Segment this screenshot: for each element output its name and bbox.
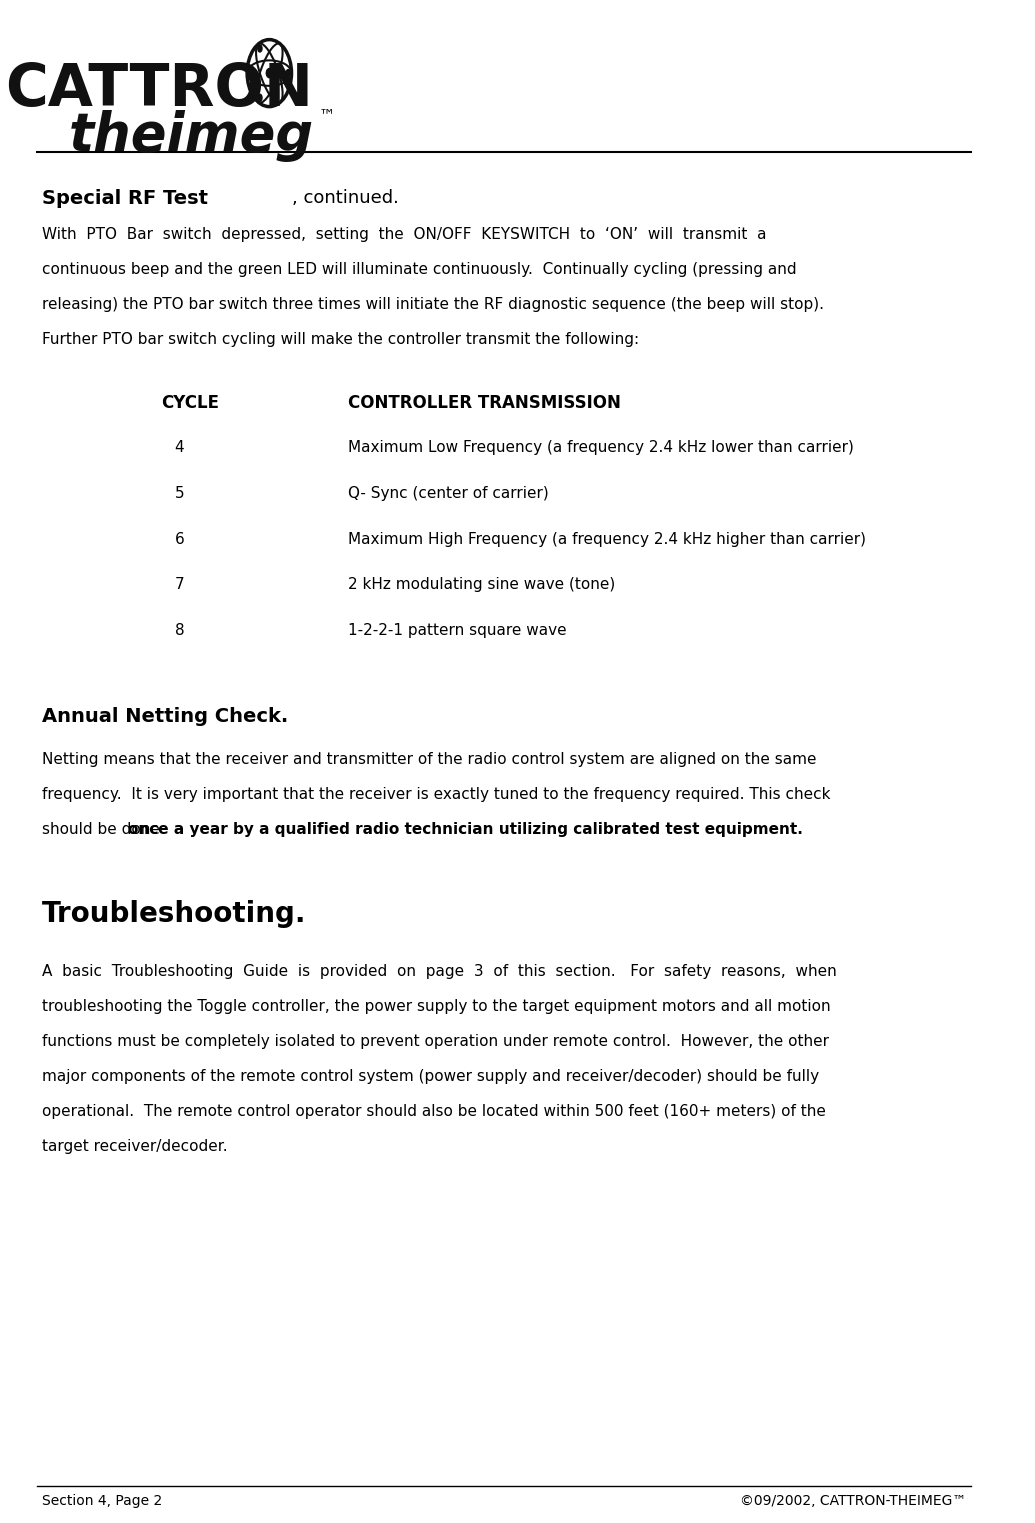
- Text: Troubleshooting.: Troubleshooting.: [42, 900, 306, 928]
- Text: 5: 5: [175, 486, 184, 501]
- Text: Maximum High Frequency (a frequency 2.4 kHz higher than carrier): Maximum High Frequency (a frequency 2.4 …: [348, 532, 866, 547]
- Text: CONTROLLER TRANSMISSION: CONTROLLER TRANSMISSION: [348, 394, 621, 413]
- Text: 8: 8: [175, 623, 184, 638]
- Text: Q- Sync (center of carrier): Q- Sync (center of carrier): [348, 486, 549, 501]
- Text: Annual Netting Check.: Annual Netting Check.: [42, 707, 289, 725]
- Text: 4: 4: [175, 440, 184, 455]
- Text: once a year by a qualified radio technician utilizing calibrated test equipment.: once a year by a qualified radio technic…: [128, 822, 803, 838]
- Text: target receiver/decoder.: target receiver/decoder.: [42, 1139, 228, 1154]
- Text: Special RF Test: Special RF Test: [42, 189, 208, 207]
- Text: theimeg: theimeg: [68, 110, 314, 161]
- Text: functions must be completely isolated to prevent operation under remote control.: functions must be completely isolated to…: [42, 1034, 829, 1049]
- Text: CATTRON: CATTRON: [5, 61, 313, 117]
- Text: Netting means that the receiver and transmitter of the radio control system are : Netting means that the receiver and tran…: [42, 752, 817, 768]
- Text: With  PTO  Bar  switch  depressed,  setting  the  ON/OFF  KEYSWITCH  to  ‘ON’  w: With PTO Bar switch depressed, setting t…: [42, 227, 767, 242]
- Text: 6: 6: [175, 532, 184, 547]
- Text: A  basic  Troubleshooting  Guide  is  provided  on  page  3  of  this  section. : A basic Troubleshooting Guide is provide…: [42, 964, 837, 979]
- Text: frequency.  It is very important that the receiver is exactly tuned to the frequ: frequency. It is very important that the…: [42, 787, 831, 803]
- Circle shape: [257, 93, 263, 102]
- Text: Section 4, Page 2: Section 4, Page 2: [42, 1494, 162, 1508]
- Text: major components of the remote control system (power supply and receiver/decoder: major components of the remote control s…: [42, 1069, 820, 1084]
- Circle shape: [257, 44, 263, 53]
- Text: releasing) the PTO bar switch three times will initiate the RF diagnostic sequen: releasing) the PTO bar switch three time…: [42, 297, 824, 312]
- Text: , continued.: , continued.: [292, 189, 398, 207]
- Text: operational.  The remote control operator should also be located within 500 feet: operational. The remote control operator…: [42, 1104, 826, 1119]
- Circle shape: [266, 69, 272, 78]
- Circle shape: [286, 69, 291, 78]
- Text: ™: ™: [319, 107, 335, 125]
- Text: continuous beep and the green LED will illuminate continuously.  Continually cyc: continuous beep and the green LED will i…: [42, 262, 797, 277]
- Text: Further PTO bar switch cycling will make the controller transmit the following:: Further PTO bar switch cycling will make…: [42, 332, 640, 347]
- Text: ©09/2002, CATTRON-THEIMEG™: ©09/2002, CATTRON-THEIMEG™: [740, 1494, 967, 1508]
- Text: 2 kHz modulating sine wave (tone): 2 kHz modulating sine wave (tone): [348, 577, 615, 592]
- Text: 7: 7: [175, 577, 184, 592]
- Text: should be done: should be done: [42, 822, 166, 838]
- Text: Maximum Low Frequency (a frequency 2.4 kHz lower than carrier): Maximum Low Frequency (a frequency 2.4 k…: [348, 440, 854, 455]
- Text: 1-2-2-1 pattern square wave: 1-2-2-1 pattern square wave: [348, 623, 566, 638]
- Text: CYCLE: CYCLE: [161, 394, 219, 413]
- Text: troubleshooting the Toggle controller, the power supply to the target equipment : troubleshooting the Toggle controller, t…: [42, 999, 831, 1014]
